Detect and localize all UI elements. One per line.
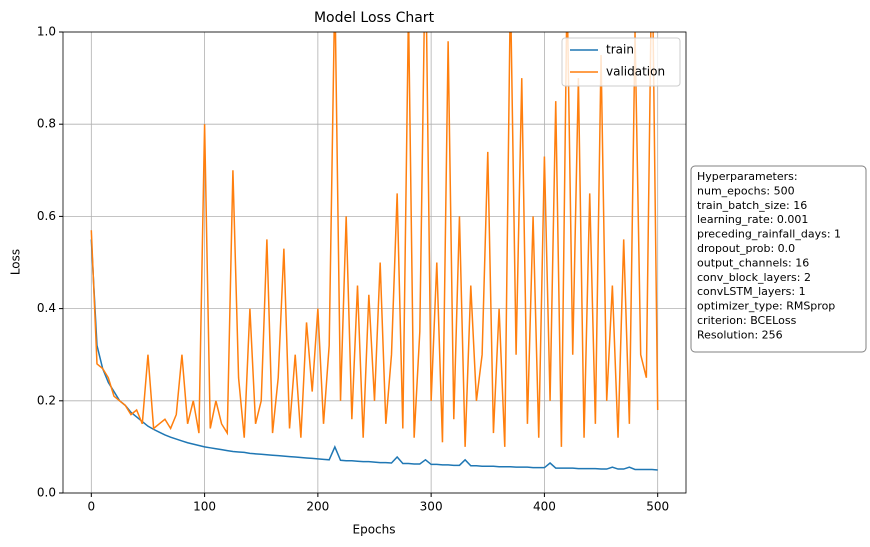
y-tick-label: 0.8 — [37, 117, 56, 131]
annotation-line: preceding_rainfall_days: 1 — [697, 228, 841, 241]
x-tick-label: 200 — [306, 500, 329, 514]
line-series — [90, 32, 659, 447]
x-tick-label: 0 — [87, 500, 95, 514]
y-axis-label: Loss — [9, 249, 23, 275]
annotation-box — [690, 165, 867, 353]
x-tick-label: 500 — [646, 500, 669, 514]
y-tick-label: 0.4 — [37, 301, 56, 315]
annotation-line: criterion: BCELoss — [697, 314, 797, 327]
line-series — [90, 239, 658, 471]
annotation-line: conv_block_layers: 2 — [697, 271, 811, 284]
chart-title: Model Loss Chart — [314, 10, 435, 26]
y-tick-label: 0.0 — [37, 486, 56, 500]
x-tick-label: 300 — [420, 500, 443, 514]
x-tick-label: 400 — [533, 500, 556, 514]
y-tick-label: 1.0 — [37, 25, 56, 39]
annotation-line: learning_rate: 0.001 — [697, 213, 808, 226]
annotation-line: output_channels: 16 — [697, 256, 809, 269]
annotation-line: optimizer_type: RMSprop — [697, 300, 835, 313]
x-tick-label: 100 — [193, 500, 216, 514]
y-tick-label: 0.6 — [37, 209, 56, 223]
y-tick-label: 0.2 — [37, 393, 56, 407]
legend-label: train — [606, 43, 634, 57]
x-axis-label: Epochs — [353, 523, 396, 537]
plot-frame — [62, 31, 687, 494]
annotation-line: dropout_prob: 0.0 — [697, 242, 795, 255]
annotation-line: convLSTM_layers: 1 — [697, 285, 806, 298]
legend-label: validation — [606, 65, 665, 79]
annotation-line: Hyperparameters: — [697, 170, 798, 183]
annotation-line: train_batch_size: 16 — [697, 199, 807, 212]
annotation-line: Resolution: 256 — [697, 328, 783, 341]
annotation-line: num_epochs: 500 — [697, 184, 795, 197]
